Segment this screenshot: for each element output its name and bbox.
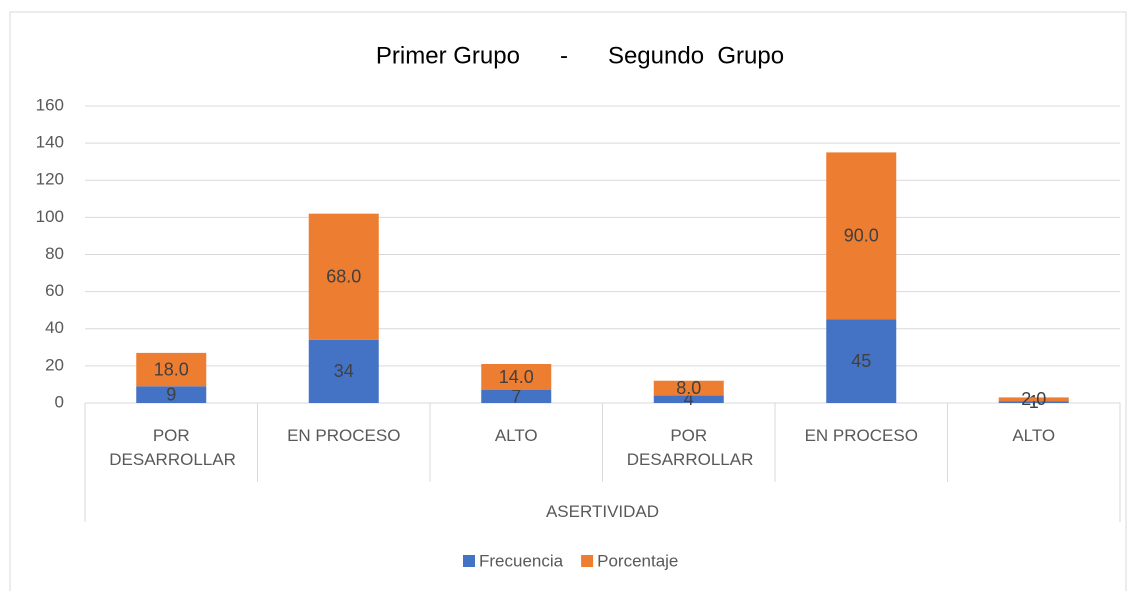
bar-segment: [308, 213, 379, 340]
data-label: 9: [166, 384, 176, 404]
x-tick-label: EN PROCESO: [804, 426, 918, 445]
y-tick-label: 160: [36, 95, 64, 114]
bar-segment: [653, 395, 724, 403]
x-tick-label: POR DESARROLLAR: [626, 426, 754, 469]
x-tick-label: ALTO: [494, 426, 538, 445]
bar-segment: [136, 352, 207, 387]
bar-segment: [481, 364, 552, 391]
x-tick-label: EN PROCESO: [287, 426, 401, 445]
data-label: 7: [511, 386, 521, 406]
x-tick-label: ALTO: [1012, 426, 1056, 445]
y-tick-label: 40: [45, 318, 64, 337]
data-label: 4: [684, 389, 694, 409]
bar-segment: [308, 339, 379, 403]
y-tick-label: 20: [45, 355, 64, 374]
bar-segment: [826, 152, 897, 320]
data-label: 34: [334, 361, 354, 381]
chart-border: [9, 11, 1127, 591]
y-tick-label: 120: [36, 170, 64, 189]
data-label: 18.0: [154, 359, 189, 379]
data-label: 8.0: [676, 378, 701, 398]
data-label: 14.0: [499, 367, 534, 387]
data-label: 2.0: [1021, 389, 1046, 409]
y-tick-label: 80: [45, 244, 64, 263]
data-label: 1: [1029, 392, 1039, 412]
data-label: 90.0: [844, 226, 879, 246]
bar-segment: [998, 401, 1069, 403]
y-tick-label: 140: [36, 133, 64, 152]
y-tick-label: 60: [45, 281, 64, 300]
chart-title: Primer Grupo - Segundo Grupo: [376, 42, 784, 69]
x-tick-label: POR DESARROLLAR: [109, 426, 236, 469]
bar-segment: [653, 380, 724, 396]
data-label: 45: [851, 351, 871, 371]
bar-segment: [136, 386, 207, 403]
data-label: 68.0: [326, 267, 361, 287]
legend-swatch: [581, 555, 594, 567]
bar-segment: [826, 319, 897, 403]
bar-segment: [481, 390, 552, 403]
legend-label: Frecuencia: [479, 551, 564, 570]
axis-group-label: ASERTIVIDAD: [545, 502, 660, 521]
y-tick-label: 0: [55, 392, 64, 411]
legend-label: Porcentaje: [597, 551, 678, 570]
y-tick-label: 100: [36, 207, 64, 226]
legend-swatch: [463, 555, 475, 567]
bar-segment: [998, 397, 1069, 402]
